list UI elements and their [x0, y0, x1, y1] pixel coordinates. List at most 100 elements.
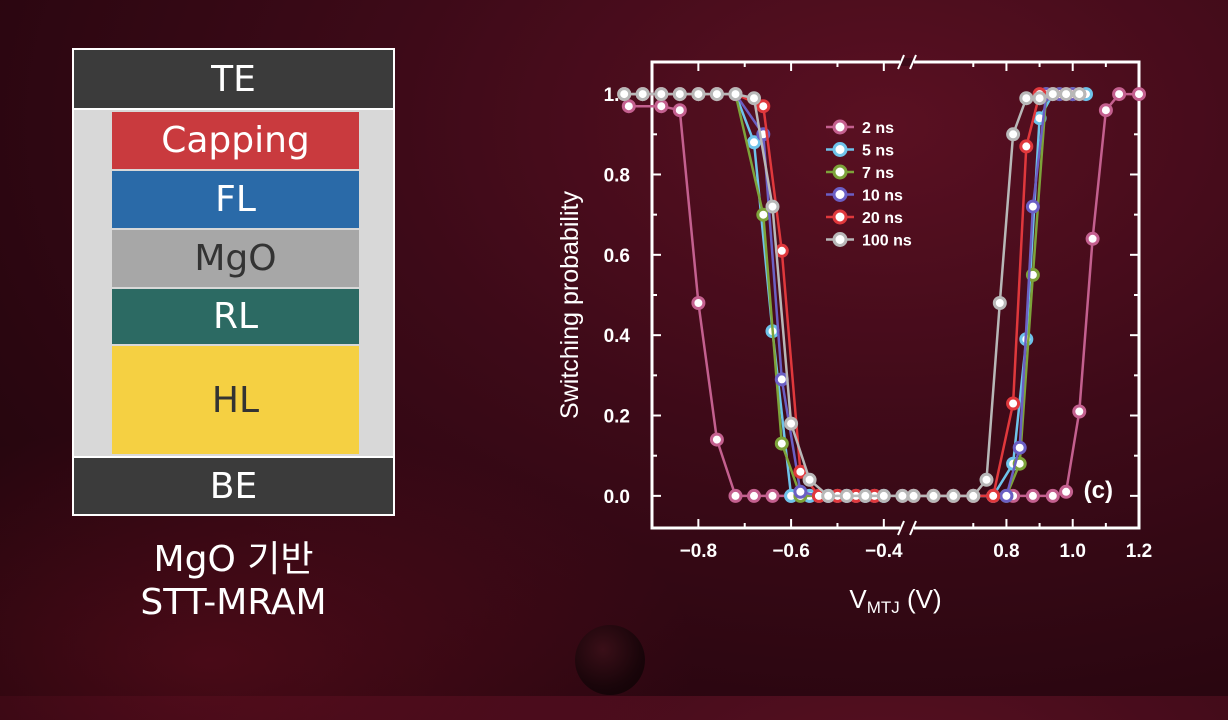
data-point	[709, 87, 724, 102]
plot-frame	[650, 60, 1141, 530]
legend-marker	[832, 119, 848, 135]
legend-label: 5 ns	[862, 143, 894, 160]
mtj-layer-stack: TE Capping FL MgO RL HL BE	[72, 48, 395, 516]
data-point	[621, 99, 636, 114]
data-point	[802, 472, 817, 487]
data-point	[709, 432, 724, 447]
data-point	[1112, 87, 1127, 102]
data-point	[906, 488, 921, 503]
data-point	[1085, 231, 1100, 246]
axis-break-mark	[909, 520, 917, 536]
data-point	[672, 103, 687, 118]
legend-label: 100 ns	[862, 233, 912, 250]
y-tick-label: 0.6	[604, 246, 630, 267]
legend-marker	[832, 142, 848, 157]
x-tick-label: 1.0	[1060, 541, 1086, 562]
data-point	[1006, 127, 1021, 142]
x-tick-label: −0.6	[772, 541, 810, 562]
data-point	[1132, 87, 1146, 102]
data-point	[895, 488, 910, 503]
data-point	[774, 243, 789, 258]
data-point	[1025, 199, 1040, 214]
x-tick-label: −0.8	[680, 541, 718, 562]
switching-probability-chart: 0.00.20.40.60.81.0−0.8 −0.6 −0.4 0.8 1.0 1.2S…	[556, 54, 1152, 617]
data-point	[747, 91, 761, 106]
data-point	[858, 488, 873, 503]
panel-label: (c)	[1084, 477, 1113, 504]
data-point	[635, 87, 650, 102]
data-point	[728, 488, 743, 503]
x-tick-label: 1.2	[1126, 541, 1152, 562]
data-point	[747, 135, 761, 150]
data-point	[999, 488, 1014, 503]
data-point	[747, 488, 761, 503]
data-point	[839, 488, 854, 503]
data-point	[691, 296, 706, 310]
layer-hard-layer: HL	[112, 346, 359, 454]
layer-capping: Capping	[112, 112, 359, 169]
data-point	[672, 87, 687, 102]
legend-marker	[832, 164, 848, 180]
layer-mgo-barrier: MgO	[112, 230, 359, 287]
legend-label: 7 ns	[862, 165, 894, 182]
x-tick-label: −0.4	[865, 541, 903, 562]
y-tick-label: 0.0	[604, 487, 630, 508]
layer-free-layer: FL	[112, 171, 359, 228]
data-point	[691, 87, 706, 102]
data-point	[992, 296, 1007, 310]
axis-break-mark	[897, 520, 905, 536]
legend-label: 20 ns	[862, 210, 903, 227]
data-point	[784, 416, 799, 431]
data-point	[926, 488, 941, 503]
data-point	[654, 87, 669, 102]
data-point	[774, 372, 789, 387]
data-point	[946, 488, 961, 503]
layer-reference-layer: RL	[112, 289, 359, 344]
data-point	[1059, 484, 1074, 499]
diagram-caption-line1: MgO 기반	[153, 539, 314, 580]
data-point	[1019, 91, 1034, 106]
y-axis-label: Switching probability	[556, 191, 584, 419]
y-tick-label: 0.8	[604, 165, 630, 186]
y-tick-label: 0.4	[604, 326, 631, 347]
data-point	[1019, 139, 1034, 154]
data-point	[821, 488, 836, 503]
data-point	[1006, 396, 1021, 411]
data-point	[876, 488, 891, 503]
axis-break-gap	[900, 524, 914, 532]
x-axis-label: VMTJ (V)	[849, 584, 941, 617]
legend-label: 10 ns	[862, 188, 903, 205]
data-point	[1059, 87, 1074, 102]
data-point	[1032, 91, 1047, 106]
data-point	[728, 87, 743, 102]
axis-break-gap	[900, 58, 914, 66]
y-tick-label: 0.2	[604, 407, 630, 428]
data-point	[1045, 488, 1060, 503]
data-point	[654, 99, 669, 114]
data-point	[793, 484, 808, 499]
data-point	[765, 199, 780, 214]
legend-marker	[832, 232, 848, 247]
data-point	[1025, 488, 1040, 503]
legend-marker	[832, 187, 848, 202]
legend-marker	[832, 209, 848, 225]
data-point	[765, 488, 780, 503]
series-line-100ns	[913, 92, 1080, 498]
series-line-7ns	[913, 92, 1073, 498]
data-point	[1072, 87, 1087, 102]
data-point	[1072, 404, 1087, 419]
axis-break-mark	[909, 54, 917, 70]
layer-bottom-electrode: BE	[74, 456, 393, 514]
axis-break-mark	[897, 54, 905, 70]
data-point	[979, 472, 994, 487]
data-point	[1045, 87, 1060, 102]
data-point	[966, 488, 981, 503]
x-tick-label: 0.8	[993, 541, 1019, 562]
data-point	[756, 99, 771, 114]
data-point	[774, 436, 789, 451]
data-point	[986, 488, 1001, 503]
legend-label: 2 ns	[862, 120, 894, 137]
series-line-100ns	[624, 92, 903, 498]
layer-top-electrode: TE	[74, 50, 393, 110]
diagram-caption-line2: STT-MRAM	[140, 582, 327, 623]
